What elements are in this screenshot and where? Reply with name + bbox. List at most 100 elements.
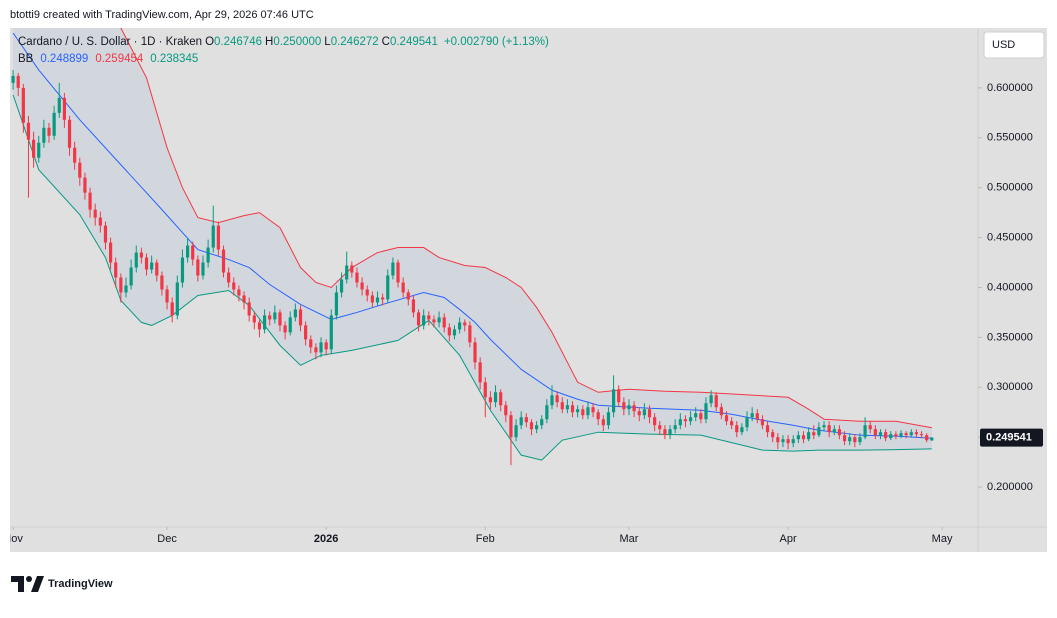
last-price-label: 0.249541 — [986, 432, 1032, 444]
candle-body — [242, 295, 246, 303]
candle-body — [478, 362, 482, 383]
candle-body — [663, 429, 667, 436]
candle-body — [540, 419, 544, 426]
candle-body — [416, 312, 421, 326]
candle-body — [791, 439, 795, 444]
candle-body — [262, 315, 267, 330]
candle-body — [288, 317, 292, 333]
candle-body — [776, 437, 780, 443]
candle-body — [801, 435, 806, 440]
candle-body — [83, 177, 87, 193]
logo-text: TradingView — [48, 578, 113, 590]
candle-body — [714, 395, 718, 408]
candle-body — [52, 112, 56, 136]
candle-body — [586, 407, 590, 416]
candle-body — [483, 382, 487, 398]
candle-body — [704, 403, 708, 420]
candle-body — [391, 262, 395, 276]
candle-body — [735, 425, 739, 433]
candle-body — [216, 225, 220, 250]
candle-body — [519, 417, 523, 426]
candle-body — [842, 435, 847, 442]
candle-body — [678, 419, 682, 426]
indicator-row: BB 0.248899 0.259454 0.238345 — [18, 51, 552, 68]
candle-body — [11, 75, 15, 83]
y-tick-label: 0.300000 — [987, 381, 1033, 393]
candle-body — [709, 395, 713, 404]
candle-body — [375, 297, 380, 303]
candle-body — [622, 402, 626, 410]
candle-body — [252, 315, 256, 323]
candle-body — [339, 279, 344, 293]
candle-body — [889, 434, 893, 439]
candle-body — [180, 257, 185, 283]
ohlc-legend: O0.246746 H0.250000 L0.246272 C0.249541 — [205, 36, 441, 48]
candle-body — [73, 147, 77, 163]
candle-body — [904, 433, 908, 436]
ohlc-label: O — [205, 36, 215, 48]
candle-body — [488, 397, 493, 403]
candle-body — [750, 413, 754, 418]
candle-body — [863, 425, 867, 438]
candle-body — [144, 257, 149, 270]
currency-button[interactable] — [983, 31, 1045, 59]
band-fill — [13, 28, 932, 461]
candle-body — [473, 342, 477, 363]
candle-body — [273, 312, 277, 320]
candle-body — [925, 435, 929, 441]
candle-body — [765, 425, 770, 433]
candle-body — [314, 347, 318, 353]
candle-body — [108, 242, 113, 263]
candle-body — [524, 417, 528, 423]
candle-body — [740, 427, 744, 433]
candle-body — [873, 429, 877, 436]
change: +0.002790 (+1.13%) — [443, 36, 549, 48]
candle-body — [221, 249, 226, 273]
x-tick-label: Mar — [620, 533, 639, 545]
candle-body — [360, 282, 364, 290]
candle-body — [627, 405, 631, 410]
candle-body — [596, 412, 600, 420]
candle-body — [437, 317, 441, 323]
candle-body — [191, 245, 195, 260]
candle-body — [796, 435, 800, 440]
candle-body — [570, 405, 575, 413]
currency-label[interactable]: USD — [992, 39, 1015, 51]
candle-body — [858, 437, 862, 443]
y-tick-label: 0.450000 — [987, 231, 1033, 243]
candle-body — [509, 415, 513, 438]
candle-body — [719, 407, 723, 416]
ohlc-value: 0.249541 — [389, 36, 438, 48]
candle-body — [930, 437, 934, 441]
candle-body — [170, 302, 174, 316]
ohlc-value: 0.246746 — [214, 36, 262, 48]
candle-body — [632, 405, 636, 412]
candle-body — [150, 262, 154, 270]
candle-body — [406, 292, 410, 300]
candle-body — [673, 425, 677, 430]
candle-body — [581, 409, 585, 416]
candle-body — [463, 322, 467, 326]
candle-body — [175, 282, 179, 316]
candle-body — [396, 262, 400, 283]
candle-body — [129, 267, 133, 286]
candle-body — [16, 75, 20, 88]
candle-body — [832, 429, 836, 433]
candle-body — [642, 409, 646, 416]
ohlc-label: L — [324, 36, 331, 48]
candle-body — [329, 315, 333, 350]
candle-body — [268, 315, 272, 320]
candle-body — [42, 127, 46, 143]
candle-body — [401, 282, 405, 293]
indicator-value: 0.238345 — [150, 53, 199, 65]
candle-body — [529, 422, 534, 430]
candle-body — [139, 252, 143, 258]
candle-body — [617, 389, 621, 403]
indicator-values: 0.248899 0.259454 0.238345 — [36, 53, 201, 65]
candle-body — [894, 434, 898, 437]
candle-body — [257, 322, 262, 330]
candle-body — [914, 432, 919, 435]
candle-body — [468, 325, 472, 343]
candle-body — [62, 97, 67, 120]
